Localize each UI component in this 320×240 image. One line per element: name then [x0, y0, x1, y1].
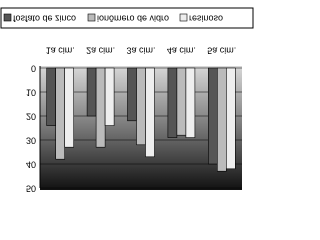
bar	[208, 67, 218, 165]
x-tick-label: 5a cim.	[207, 46, 236, 56]
legend-label: ionômero de vidro	[97, 14, 169, 24]
y-tick-label: 50	[26, 184, 36, 194]
bar	[136, 67, 146, 146]
bar	[176, 67, 187, 136]
bar	[46, 67, 57, 126]
bar	[64, 67, 74, 148]
y-tick-label: 0	[31, 64, 36, 74]
x-tick-label: 4a cim.	[167, 46, 196, 56]
legend-swatch	[87, 13, 96, 22]
legend-label: resinoso	[189, 14, 223, 24]
bar	[217, 67, 227, 172]
y-tick-label: 40	[26, 160, 36, 170]
x-tick-label: 3a cim.	[126, 46, 155, 56]
bar	[104, 67, 115, 126]
x-tick-label: 2a cim.	[86, 46, 115, 56]
bar	[95, 67, 106, 148]
x-tick-label: 1a cim.	[46, 46, 75, 56]
y-tick-label: 20	[26, 112, 36, 122]
y-tick-label: 30	[26, 136, 36, 146]
bar	[145, 67, 155, 158]
bar	[127, 67, 137, 122]
chart: 0 10 20 30 40 50 1a cim. 2a cim. 3a cim. 4a cim. 5…	[0, 7, 254, 194]
y-tick-label: 10	[26, 88, 36, 98]
legend-swatch	[3, 13, 12, 22]
legend-swatch	[179, 13, 188, 22]
legend-box	[0, 7, 254, 29]
legend-label: fosfato de zinco	[13, 14, 76, 24]
bar	[55, 67, 66, 160]
bar	[185, 67, 196, 138]
bar	[226, 67, 236, 170]
bar	[167, 67, 178, 138]
bar	[86, 67, 97, 117]
